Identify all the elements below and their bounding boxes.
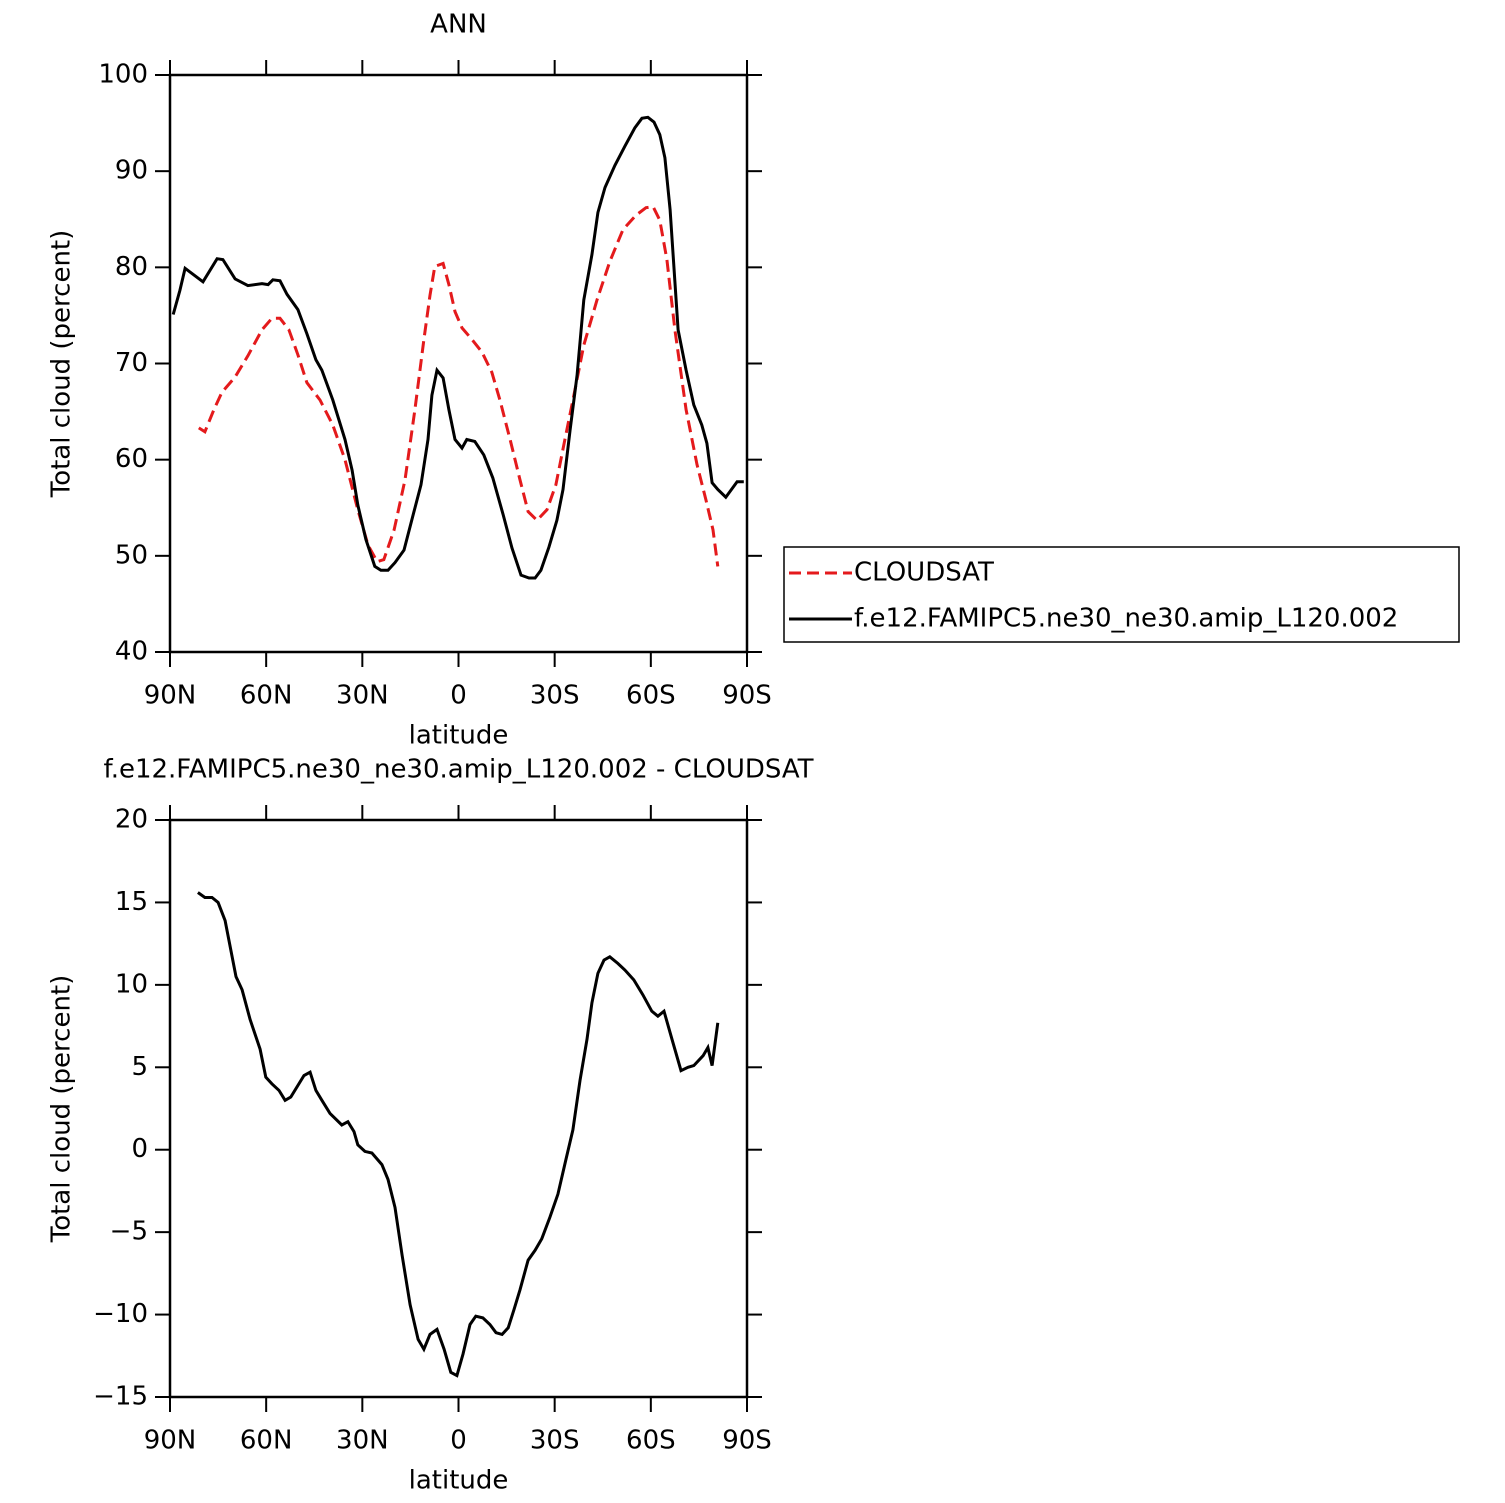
x-tick-label: 90N <box>144 681 197 711</box>
y-tick-label: 90 <box>115 156 148 186</box>
chart-title: ANN <box>430 10 487 40</box>
legend-label: CLOUDSAT <box>854 558 994 588</box>
x-tick-label: 90S <box>722 1426 772 1456</box>
y-axis-label: Total cloud (percent) <box>47 975 77 1244</box>
y-tick-label: 20 <box>115 805 148 835</box>
y-tick-label: 80 <box>115 252 148 282</box>
x-tick-label: 30S <box>530 681 580 711</box>
plot-frame <box>168 73 749 654</box>
x-tick-label: 30N <box>336 1426 389 1456</box>
y-tick-label: −10 <box>93 1299 148 1329</box>
y-tick-label: 70 <box>115 348 148 378</box>
x-tick-label: 60N <box>240 1426 293 1456</box>
data-line <box>197 205 720 567</box>
plot-frame <box>168 818 749 1399</box>
chart-title: f.e12.FAMIPC5.ne30_ne30.amip_L120.002 - … <box>103 755 813 785</box>
x-tick-label: 0 <box>450 681 467 711</box>
y-tick-label: 5 <box>131 1052 148 1082</box>
x-tick-label: 0 <box>450 1426 467 1456</box>
x-tick-label: 90N <box>144 1426 197 1456</box>
legend-box <box>783 546 1460 643</box>
y-tick-label: 100 <box>98 60 148 90</box>
data-line <box>171 115 744 580</box>
y-tick-label: 15 <box>115 887 148 917</box>
y-axis-label: Total cloud (percent) <box>47 230 77 499</box>
y-tick-label: 10 <box>115 969 148 999</box>
y-tick-label: −15 <box>93 1382 148 1412</box>
x-axis-label: latitude <box>409 1466 509 1496</box>
y-tick-label: 40 <box>115 637 148 667</box>
y-tick-label: 0 <box>131 1134 148 1164</box>
x-tick-label: 30N <box>336 681 389 711</box>
x-tick-label: 60S <box>626 681 676 711</box>
y-tick-label: 50 <box>115 540 148 570</box>
x-tick-label: 60S <box>626 1426 676 1456</box>
legend-label: f.e12.FAMIPC5.ne30_ne30.amip_L120.002 <box>854 604 1398 634</box>
x-tick-label: 90S <box>722 681 772 711</box>
y-tick-label: −5 <box>110 1217 148 1247</box>
y-tick-label: 60 <box>115 444 148 474</box>
x-tick-label: 60N <box>240 681 293 711</box>
x-axis-label: latitude <box>409 721 509 751</box>
data-line <box>197 891 720 1378</box>
x-tick-label: 30S <box>530 1426 580 1456</box>
